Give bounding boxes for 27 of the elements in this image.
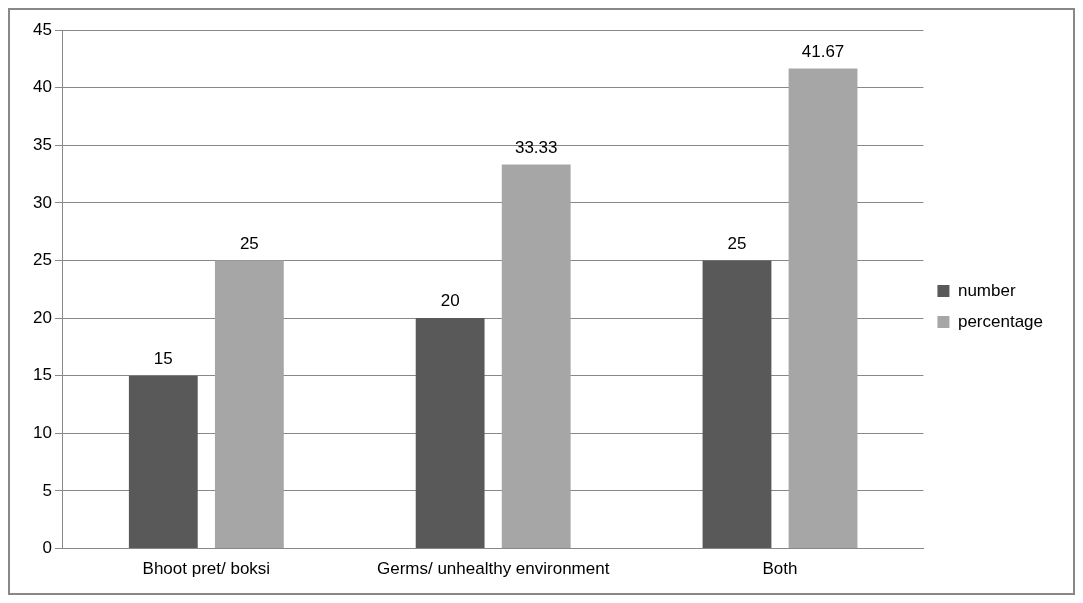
data-label: 20 (440, 291, 460, 311)
data-label: 41.67 (801, 41, 845, 61)
y-tick-label: 40 (32, 77, 52, 97)
bar (788, 68, 858, 549)
x-tick-label: Germs/ unhealthy environment (376, 559, 610, 579)
bar (214, 260, 284, 549)
bar (128, 375, 198, 549)
legend-label: number (957, 280, 1016, 300)
y-tick-label: 45 (32, 19, 52, 39)
y-tick-label: 20 (32, 307, 52, 327)
data-label: 25 (727, 233, 747, 253)
legend-label: percentage (957, 311, 1044, 331)
y-tick-label: 5 (42, 480, 52, 500)
y-tick-label: 25 (32, 250, 52, 270)
data-label: 25 (239, 233, 259, 253)
bar (415, 318, 485, 549)
x-tick-label: Both (762, 559, 798, 579)
data-label: 15 (153, 348, 173, 368)
y-tick-label: 15 (32, 365, 52, 385)
x-tick-label: Bhoot pret/ boksi (142, 559, 271, 579)
data-label: 33.33 (514, 137, 558, 157)
y-tick-label: 0 (42, 538, 52, 558)
bar (702, 260, 772, 549)
y-tick-label: 35 (32, 134, 52, 154)
bar (501, 164, 571, 549)
y-tick-label: 30 (32, 192, 52, 212)
y-tick-label: 10 (32, 423, 52, 443)
